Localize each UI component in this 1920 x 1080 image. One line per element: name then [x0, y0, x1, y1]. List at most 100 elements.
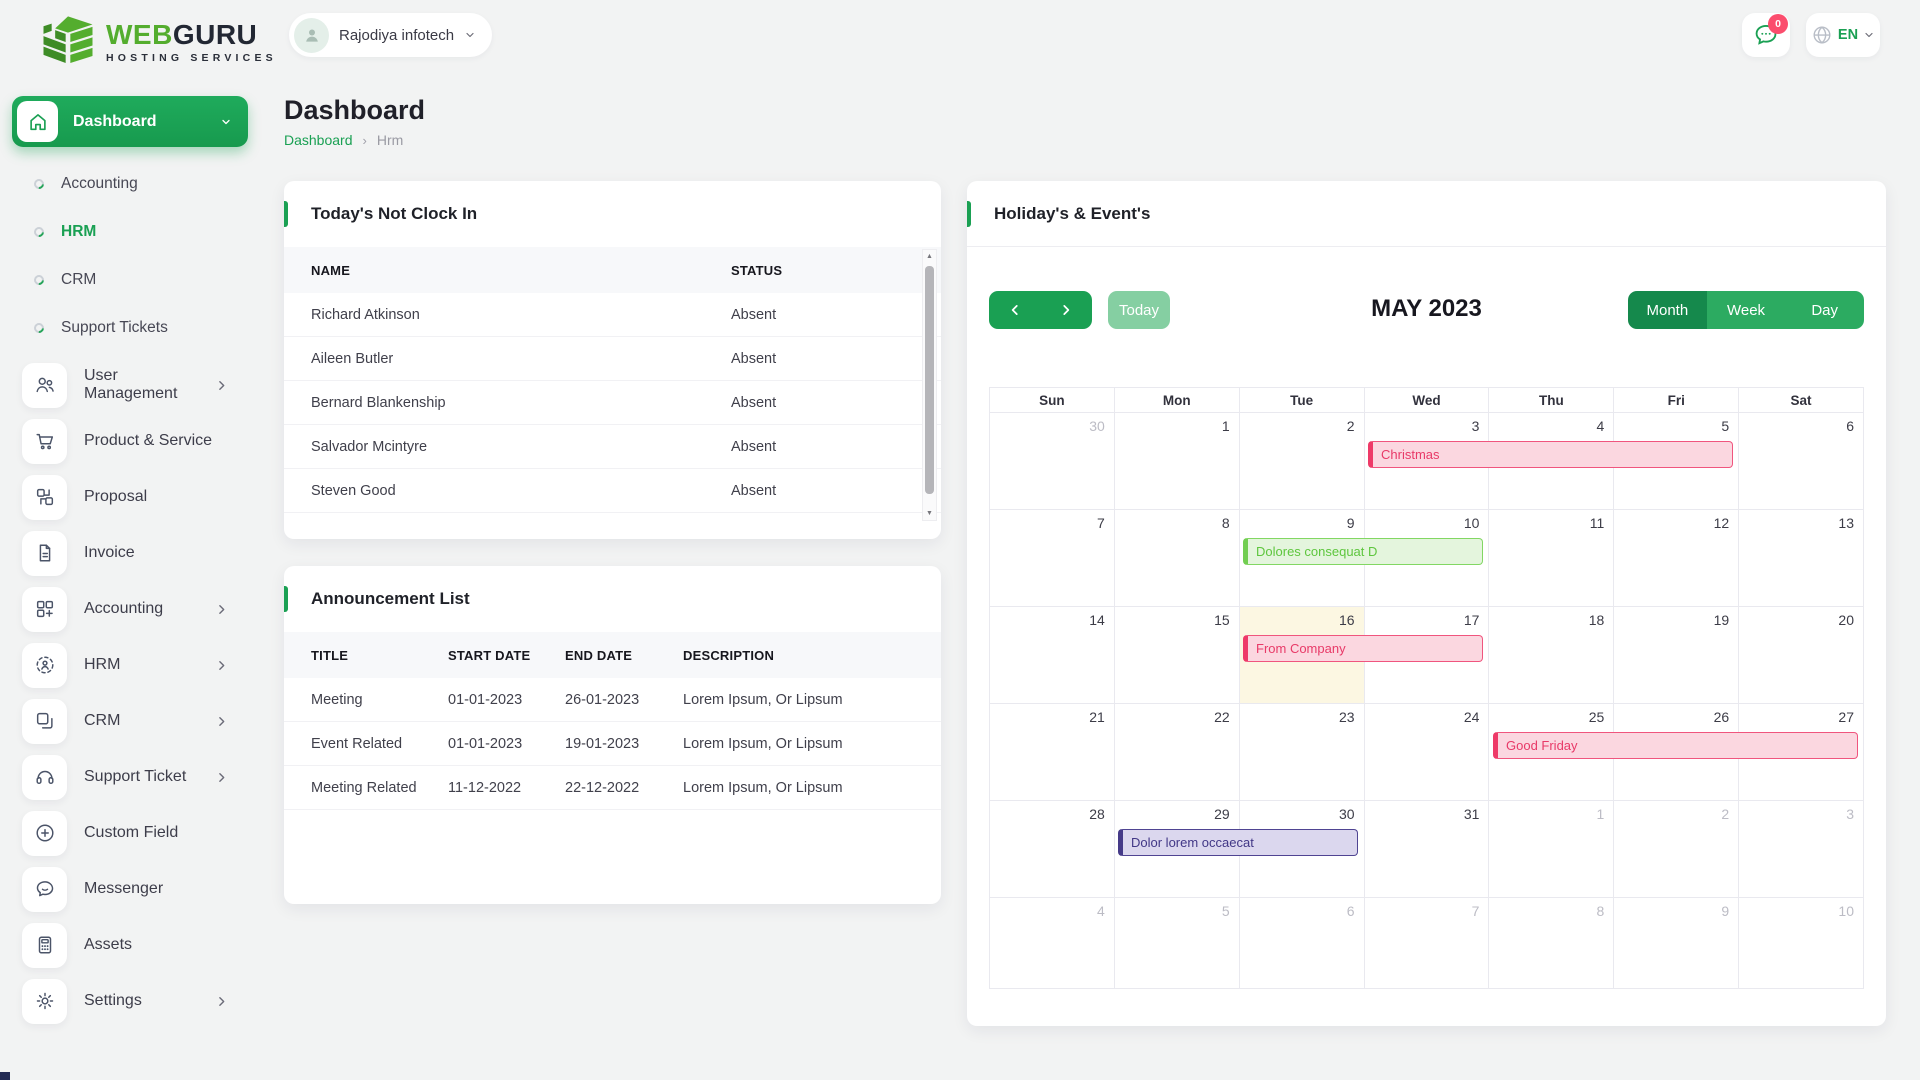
calendar-day-cell[interactable]: 8: [1114, 510, 1240, 607]
calendar-day-cell[interactable]: 28: [990, 801, 1115, 898]
calendar-day-cell[interactable]: 24: [1364, 704, 1490, 801]
table-header-row: TITLE START DATE END DATE DESCRIPTION: [284, 632, 941, 678]
calendar-day-cell[interactable]: 15: [1114, 607, 1240, 704]
view-button-month[interactable]: Month: [1628, 291, 1707, 329]
bullet-icon: [31, 272, 47, 288]
calendar-day-cell[interactable]: 9: [1614, 898, 1740, 989]
calendar-day-cell[interactable]: 12: [1614, 510, 1740, 607]
globe-icon: [1813, 26, 1831, 44]
calendar-day-cell[interactable]: 7: [1364, 898, 1490, 989]
day-header-fri: Fri: [1614, 388, 1740, 413]
messages-button[interactable]: 0: [1742, 13, 1790, 57]
next-month-button[interactable]: [1041, 291, 1093, 329]
sidebar-item-assets[interactable]: Assets: [0, 917, 260, 973]
calendar-day-cell[interactable]: 5: [1614, 413, 1740, 510]
chevron-right-icon: [215, 379, 228, 392]
calendar-day-cell[interactable]: 17: [1364, 607, 1490, 704]
calendar-day-cell[interactable]: 10: [1739, 898, 1864, 989]
day-header-thu: Thu: [1489, 388, 1615, 413]
company-selector[interactable]: Rajodiya infotech: [289, 13, 493, 57]
calendar-day-cell[interactable]: 19: [1614, 607, 1740, 704]
bottom-left-artifact: [0, 1072, 10, 1080]
announcement-description: Lorem Ipsum, Or Lipsum: [683, 779, 843, 796]
day-header-tue: Tue: [1239, 388, 1365, 413]
calendar-week-row: 30 1 2 3 4 5 6: [990, 413, 1864, 510]
calendar-day-cell[interactable]: 1: [1114, 413, 1240, 510]
calendar-day-cell[interactable]: 30: [990, 413, 1115, 510]
sidebar-item-support-ticket[interactable]: Support Ticket: [0, 749, 260, 805]
calendar-event-dolores-consequat-d[interactable]: Dolores consequat D: [1243, 538, 1483, 565]
calendar-day-cell[interactable]: 20: [1739, 607, 1864, 704]
calendar-day-cell[interactable]: 27: [1739, 704, 1864, 801]
calendar-day-cell[interactable]: 8: [1489, 898, 1615, 989]
sidebar-item-crm[interactable]: CRM: [0, 693, 260, 749]
column-header-name: NAME: [311, 262, 351, 278]
sidebar-item-dashboard[interactable]: Dashboard: [12, 96, 248, 147]
today-button[interactable]: Today: [1108, 291, 1170, 329]
calendar-day-cell[interactable]: 7: [990, 510, 1115, 607]
calendar-month-title: MAY 2023: [1371, 295, 1482, 322]
sidebar-item-proposal[interactable]: Proposal: [0, 469, 260, 525]
calendar-day-cell[interactable]: 6: [1239, 898, 1365, 989]
table-row: Meeting Related 11-12-2022 22-12-2022 Lorem…: [284, 766, 941, 810]
sidebar-item-accounting[interactable]: Accounting: [0, 581, 260, 637]
language-selector[interactable]: EN: [1806, 13, 1880, 57]
sidebar-item-messenger[interactable]: Messenger: [0, 861, 260, 917]
calendar-day-cell[interactable]: 23: [1239, 704, 1365, 801]
calendar-day-cell[interactable]: 21: [990, 704, 1115, 801]
sidebar-item-invoice[interactable]: Invoice: [0, 525, 260, 581]
sidebar-item-product-and-service[interactable]: Product & Service: [0, 413, 260, 469]
calendar-day-cell[interactable]: 4: [990, 898, 1115, 989]
sidebar-item-hrm[interactable]: HRM: [0, 637, 260, 693]
calendar-day-cell[interactable]: 31: [1364, 801, 1490, 898]
calendar-day-cell[interactable]: 13: [1739, 510, 1864, 607]
calendar-event-dolor-lorem-occaecat[interactable]: Dolor lorem occaecat: [1118, 829, 1358, 856]
card-accent-bar: [284, 586, 288, 612]
attendance-status: Absent: [731, 438, 777, 455]
prev-month-button[interactable]: [989, 291, 1041, 329]
calendar-day-cell[interactable]: 3: [1739, 801, 1864, 898]
breadcrumb-separator: ›: [362, 132, 367, 148]
calendar-day-cell[interactable]: 5: [1114, 898, 1240, 989]
sidebar-subitem-crm[interactable]: CRM: [0, 256, 260, 304]
scroll-up-arrow[interactable]: ▲: [926, 253, 933, 260]
logo-mark-icon: [43, 16, 93, 63]
sidebar-item-user-management[interactable]: User Management: [0, 357, 260, 413]
calendar-day-cell[interactable]: 14: [990, 607, 1115, 704]
calendar-event-christmas[interactable]: Christmas: [1368, 441, 1733, 468]
announcement-title: Event Related: [311, 735, 403, 752]
calendar-day-cell[interactable]: 2: [1239, 413, 1365, 510]
cart-icon: [22, 418, 67, 464]
scrollbar-thumb[interactable]: [925, 266, 934, 494]
sidebar-dashboard-submenu: Accounting HRM CRM Support Tickets: [0, 160, 260, 352]
column-header-status: STATUS: [731, 262, 783, 278]
sidebar-item-custom-field[interactable]: Custom Field: [0, 805, 260, 861]
sidebar-subitem-hrm[interactable]: HRM: [0, 208, 260, 256]
breadcrumb-link-dashboard[interactable]: Dashboard: [284, 132, 353, 148]
calendar-event-good-friday[interactable]: Good Friday: [1493, 732, 1858, 759]
calendar-day-cell[interactable]: 2: [1614, 801, 1740, 898]
table-scrollbar[interactable]: ▲ ▼: [922, 249, 937, 521]
calendar-day-cell[interactable]: 6: [1739, 413, 1864, 510]
sidebar-item-label: Product & Service: [84, 432, 213, 449]
person-dashed-icon: [22, 642, 67, 688]
logo-wordmark: WEBGURU: [106, 18, 258, 50]
day-header-sun: Sun: [990, 388, 1115, 413]
view-button-week[interactable]: Week: [1706, 291, 1786, 329]
calendar-day-cell[interactable]: 18: [1489, 607, 1615, 704]
calendar-day-cell[interactable]: 11: [1489, 510, 1615, 607]
calendar-day-cell[interactable]: 22: [1114, 704, 1240, 801]
card-title: Today's Not Clock In: [311, 204, 478, 223]
calendar-day-cell[interactable]: 30: [1239, 801, 1365, 898]
scroll-down-arrow[interactable]: ▼: [926, 510, 933, 517]
sidebar-subitem-support-tickets[interactable]: Support Tickets: [0, 304, 260, 352]
chevron-right-icon: [215, 659, 228, 672]
calendar-day-cell[interactable]: 10: [1364, 510, 1490, 607]
sidebar-item-settings[interactable]: Settings: [0, 973, 260, 1029]
view-button-day[interactable]: Day: [1785, 291, 1864, 329]
calendar-event-from-company[interactable]: From Company: [1243, 635, 1483, 662]
sidebar-subitem-accounting[interactable]: Accounting: [0, 160, 260, 208]
announcement-start-date: 11-12-2022: [448, 779, 522, 796]
calendar-day-cell[interactable]: 1: [1489, 801, 1615, 898]
column-header-start-date: START DATE: [448, 647, 531, 663]
